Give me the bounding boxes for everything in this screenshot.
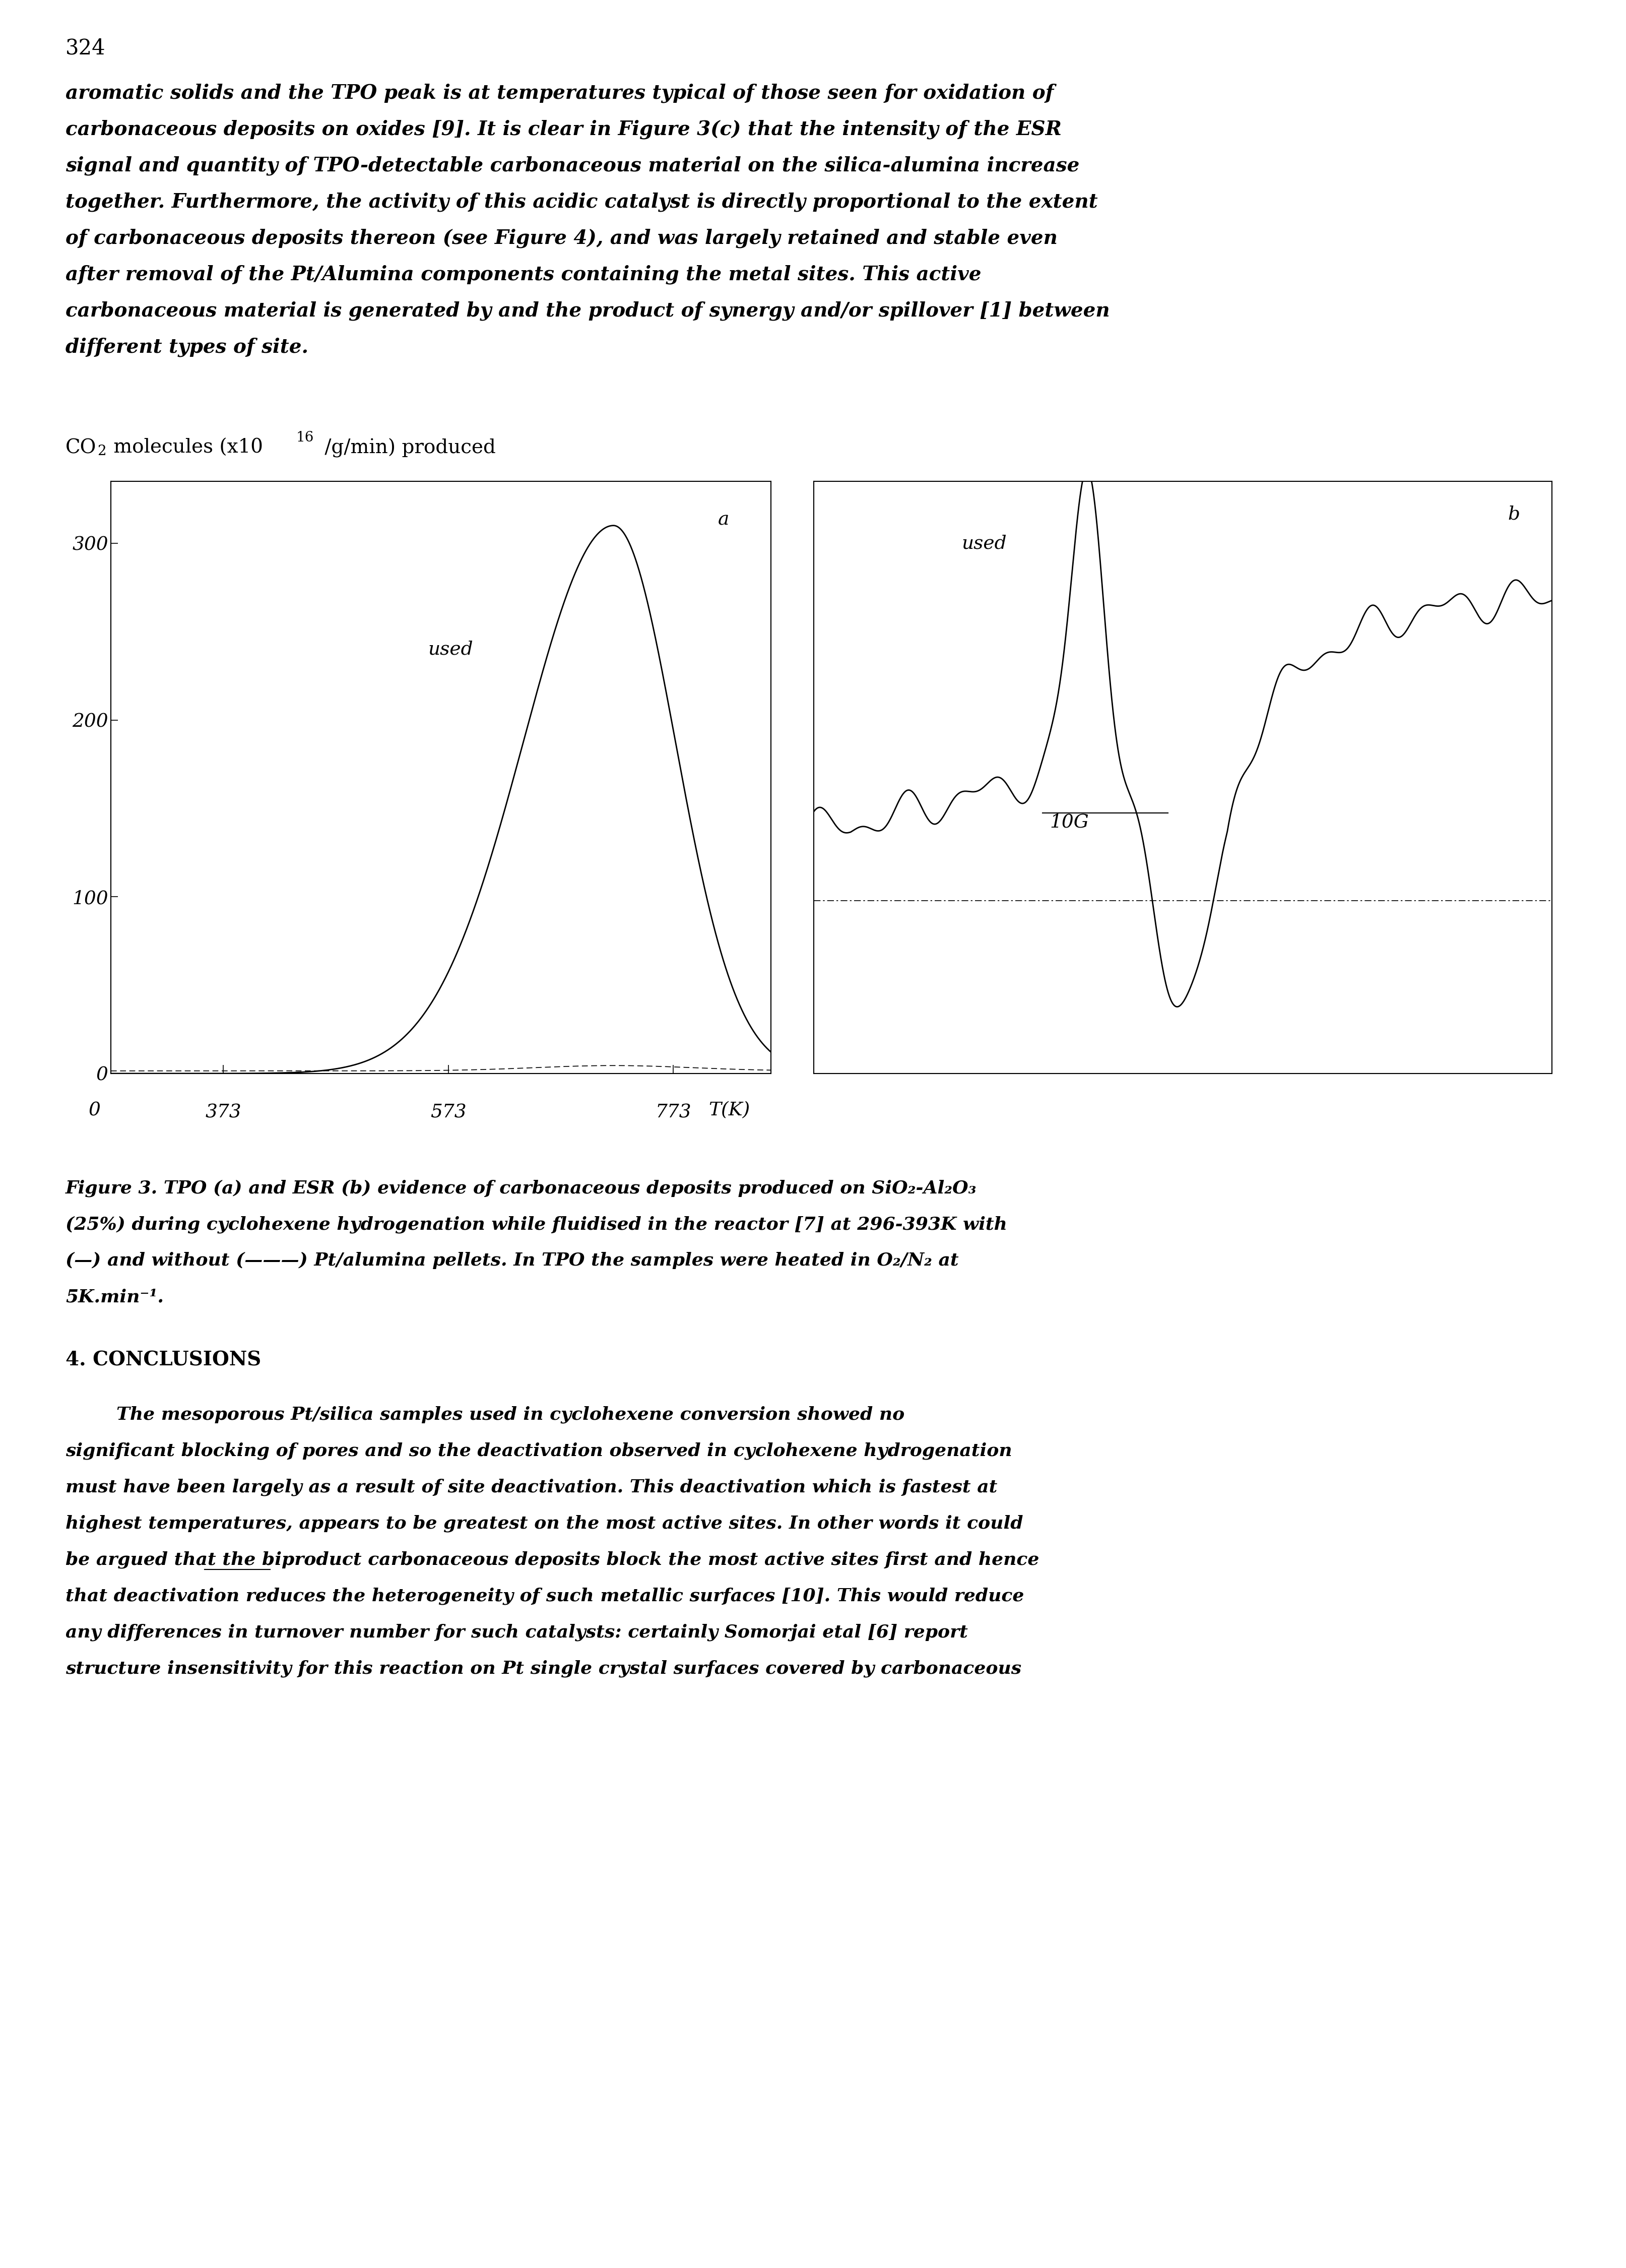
Text: used: used — [961, 535, 1006, 553]
Text: Figure 3. TPO (a) and ESR (b) evidence of carbonaceous deposits produced on SiO₂: Figure 3. TPO (a) and ESR (b) evidence o… — [65, 1179, 977, 1198]
Text: 4. CONCLUSIONS: 4. CONCLUSIONS — [65, 1352, 262, 1370]
Text: of carbonaceous deposits thereon (see Figure 4), and was largely retained and st: of carbonaceous deposits thereon (see Fi… — [65, 229, 1057, 247]
Text: structure insensitivity for this reaction on Pt single crystal surfaces covered : structure insensitivity for this reactio… — [65, 1660, 1021, 1678]
Text: molecules (x10: molecules (x10 — [107, 438, 263, 458]
Text: T(K): T(K) — [709, 1102, 750, 1120]
Text: signal and quantity of TPO-detectable carbonaceous material on the silica-alumin: signal and quantity of TPO-detectable ca… — [65, 156, 1080, 175]
Text: any differences in turnover number for such catalysts: certainly Somorjai etal [: any differences in turnover number for s… — [65, 1624, 967, 1642]
Text: 773: 773 — [655, 1105, 691, 1123]
Text: different types of site.: different types of site. — [65, 338, 309, 356]
Text: 10G: 10G — [1050, 812, 1089, 830]
Text: 16: 16 — [296, 431, 314, 445]
Text: be argued that the biproduct carbonaceous deposits block the most active sites f: be argued that the biproduct carbonaceou… — [65, 1551, 1039, 1569]
Text: 5K.min⁻¹.: 5K.min⁻¹. — [65, 1288, 164, 1306]
Text: together. Furthermore, the activity of this acidic catalyst is directly proporti: together. Furthermore, the activity of t… — [65, 193, 1098, 211]
Text: CO: CO — [65, 438, 96, 458]
Text: 0: 0 — [89, 1102, 101, 1120]
Text: 2: 2 — [98, 445, 106, 458]
Text: b: b — [1507, 506, 1520, 524]
Text: 324: 324 — [65, 39, 106, 59]
Text: must have been largely as a result of site deactivation. This deactivation which: must have been largely as a result of si… — [65, 1479, 997, 1497]
Text: 373: 373 — [205, 1105, 241, 1123]
Text: /g/min) produced: /g/min) produced — [319, 438, 496, 458]
Text: (—) and without (———) Pt/alumina pellets. In TPO the samples were heated in O₂/N: (—) and without (———) Pt/alumina pellets… — [65, 1252, 959, 1270]
Text: carbonaceous material is generated by and the product of synergy and/or spillove: carbonaceous material is generated by an… — [65, 302, 1111, 320]
Text: aromatic solids and the TPO peak is at temperatures typical of those seen for ox: aromatic solids and the TPO peak is at t… — [65, 84, 1054, 102]
Text: carbonaceous deposits on oxides [9]. It is clear in Figure 3(c) that the intensi: carbonaceous deposits on oxides [9]. It … — [65, 120, 1062, 138]
Text: The mesoporous Pt/silica samples used in cyclohexene conversion showed no: The mesoporous Pt/silica samples used in… — [65, 1406, 904, 1424]
Text: significant blocking of pores and so the deactivation observed in cyclohexene hy: significant blocking of pores and so the… — [65, 1442, 1011, 1461]
Text: 573: 573 — [431, 1105, 467, 1123]
Text: a: a — [719, 510, 730, 528]
Text: used: used — [428, 640, 473, 658]
Text: (25%) during cyclohexene hydrogenation while fluidised in the reactor [7] at 296: (25%) during cyclohexene hydrogenation w… — [65, 1216, 1006, 1234]
Text: after removal of the Pt/Alumina components containing the metal sites. This acti: after removal of the Pt/Alumina componen… — [65, 265, 982, 284]
Text: highest temperatures, appears to be greatest on the most active sites. In other : highest temperatures, appears to be grea… — [65, 1515, 1023, 1533]
Text: that deactivation reduces the heterogeneity of such metallic surfaces [10]. This: that deactivation reduces the heterogene… — [65, 1588, 1024, 1606]
